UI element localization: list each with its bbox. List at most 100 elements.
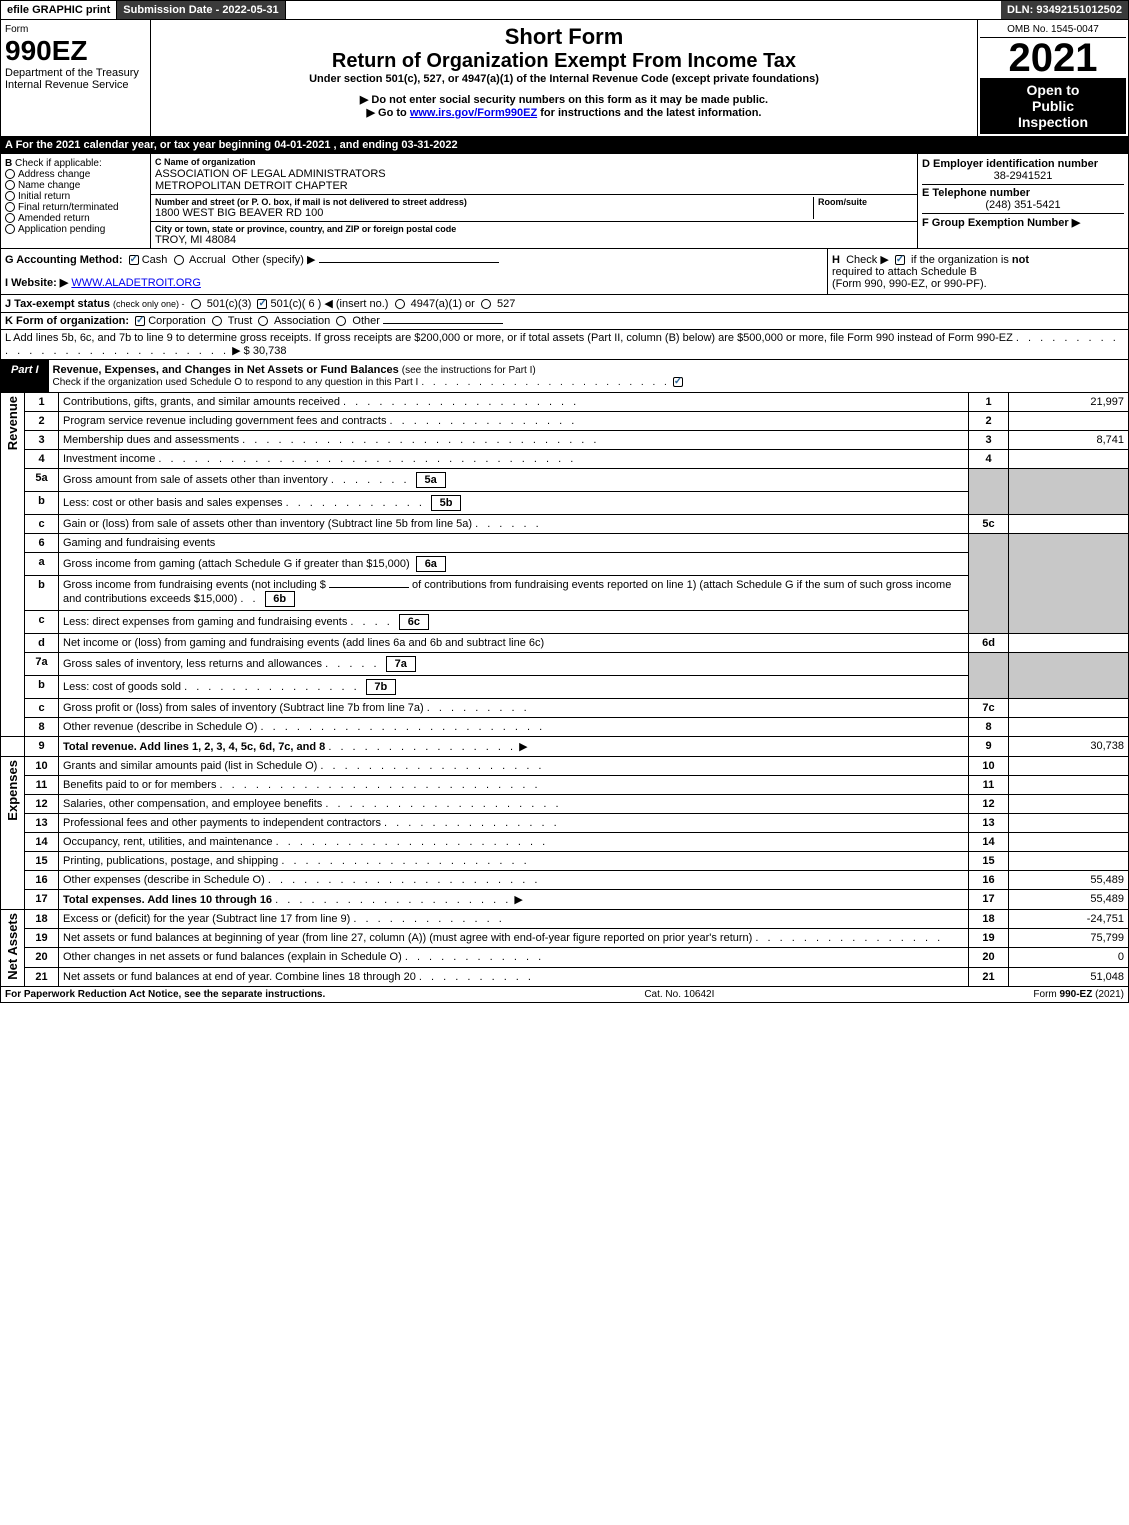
line-9-desc: Total revenue. Add lines 1, 2, 3, 4, 5c,… (59, 737, 969, 757)
open-to-public: Open to Public Inspection (980, 78, 1126, 134)
check-501c[interactable] (257, 299, 267, 309)
label-initial-return: Initial return (18, 191, 70, 202)
check-final-return[interactable] (5, 202, 15, 212)
line-12-val (1009, 795, 1129, 814)
open-line1: Open to (984, 82, 1122, 98)
line-7a-num: 7a (25, 653, 59, 676)
line-5ab-shade-box (969, 469, 1009, 515)
part-i-check-line: Check if the organization used Schedule … (53, 377, 419, 388)
input-6b-contrib[interactable] (329, 587, 409, 588)
check-name-change[interactable] (5, 180, 15, 190)
line-6c-num: c (25, 611, 59, 634)
line-12-desc: Salaries, other compensation, and employ… (59, 795, 969, 814)
line-6d-box: 6d (969, 634, 1009, 653)
irs-link[interactable]: www.irs.gov/Form990EZ (410, 107, 537, 119)
check-accrual[interactable] (174, 255, 184, 265)
return-title: Return of Organization Exempt From Incom… (155, 50, 973, 73)
line-10-val (1009, 757, 1129, 776)
label-accrual: Accrual (189, 254, 226, 266)
line-6d: d Net income or (loss) from gaming and f… (1, 634, 1129, 653)
other-specify-input[interactable] (319, 262, 499, 263)
line-16-box: 16 (969, 871, 1009, 890)
check-schedule-b-not-required[interactable] (895, 255, 905, 265)
line-5c: c Gain or (loss) from sale of assets oth… (1, 515, 1129, 534)
row-k-form-of-org: K Form of organization: Corporation Trus… (0, 313, 1129, 330)
check-cash[interactable] (129, 255, 139, 265)
line-20-box: 20 (969, 948, 1009, 967)
line-18-val: -24,751 (1009, 910, 1129, 929)
line-12: 12 Salaries, other compensation, and emp… (1, 795, 1129, 814)
line-4: 4 Investment income . . . . . . . . . . … (1, 450, 1129, 469)
line-7ab-shade-box (969, 653, 1009, 699)
line-17-val: 55,489 (1009, 890, 1129, 910)
line-14-num: 14 (25, 833, 59, 852)
submission-date-button[interactable]: Submission Date - 2022-05-31 (117, 1, 285, 19)
line-9-arrow-icon: ▶ (519, 741, 527, 753)
check-association[interactable] (258, 316, 268, 326)
check-527[interactable] (481, 299, 491, 309)
box-6a: 6a (416, 556, 446, 572)
i-label: I Website: ▶ (5, 277, 68, 289)
efile-print-button[interactable]: efile GRAPHIC print (1, 1, 117, 19)
check-application-pending[interactable] (5, 224, 15, 234)
check-4947a1[interactable] (395, 299, 405, 309)
line-4-desc: Investment income . . . . . . . . . . . … (59, 450, 969, 469)
part-i-header: Part I Revenue, Expenses, and Changes in… (0, 360, 1129, 393)
d-ein-value: 38-2941521 (922, 170, 1124, 182)
line-7c-val (1009, 699, 1129, 718)
box-5b: 5b (431, 495, 461, 511)
line-20: 20 Other changes in net assets or fund b… (1, 948, 1129, 967)
j-label: J Tax-exempt status (5, 298, 110, 310)
line-13-num: 13 (25, 814, 59, 833)
check-schedule-o-part-i[interactable] (673, 377, 683, 387)
line-13-box: 13 (969, 814, 1009, 833)
line-16-desc: Other expenses (describe in Schedule O) … (59, 871, 969, 890)
line-16: 16 Other expenses (describe in Schedule … (1, 871, 1129, 890)
b-label: B (5, 158, 12, 169)
check-other-org[interactable] (336, 316, 346, 326)
line-2-num: 2 (25, 412, 59, 431)
line-1-val: 21,997 (1009, 393, 1129, 412)
line-7ab-shade-val (1009, 653, 1129, 699)
line-19-desc: Net assets or fund balances at beginning… (59, 929, 969, 948)
check-trust[interactable] (212, 316, 222, 326)
check-501c3[interactable] (191, 299, 201, 309)
line-6a-desc: Gross income from gaming (attach Schedul… (59, 553, 969, 576)
goto-post: for instructions and the latest informat… (540, 107, 761, 119)
col-b-check-applicable: B Check if applicable: Address change Na… (1, 154, 151, 248)
line-18-desc: Excess or (deficit) for the year (Subtra… (59, 910, 969, 929)
website-link[interactable]: WWW.ALADETROIT.ORG (71, 277, 201, 289)
other-org-input[interactable] (383, 323, 503, 324)
line-10-desc: Grants and similar amounts paid (list in… (59, 757, 969, 776)
line-15-num: 15 (25, 852, 59, 871)
line-2-desc: Program service revenue including govern… (59, 412, 969, 431)
line-9-val: 30,738 (1009, 737, 1129, 757)
k-label: K Form of organization: (5, 315, 129, 327)
line-15: 15 Printing, publications, postage, and … (1, 852, 1129, 871)
l-arrow: ▶ $ (232, 345, 250, 357)
side-expenses: Expenses (1, 757, 25, 910)
line-5a-desc: Gross amount from sale of assets other t… (59, 469, 969, 492)
org-name-1: ASSOCIATION OF LEGAL ADMINISTRATORS (155, 168, 913, 180)
check-corporation[interactable] (135, 316, 145, 326)
line-8-desc: Other revenue (describe in Schedule O) .… (59, 718, 969, 737)
open-line3: Inspection (984, 114, 1122, 130)
line-13-desc: Professional fees and other payments to … (59, 814, 969, 833)
street-value: 1800 WEST BIG BEAVER RD 100 (155, 207, 813, 219)
form-header: Form 990EZ Department of the Treasury In… (0, 20, 1129, 137)
goto-note: ▶ Go to www.irs.gov/Form990EZ for instru… (155, 106, 973, 119)
j-sub: (check only one) - (113, 299, 185, 309)
side-revenue: Revenue (1, 393, 25, 737)
l-amount: 30,738 (253, 345, 287, 357)
e-phone-label: E Telephone number (922, 187, 1124, 199)
line-9-num: 9 (25, 737, 59, 757)
line-5b-desc: Less: cost or other basis and sales expe… (59, 492, 969, 515)
check-amended-return[interactable] (5, 213, 15, 223)
label-application-pending: Application pending (18, 224, 105, 235)
line-2: 2 Program service revenue including gove… (1, 412, 1129, 431)
check-address-change[interactable] (5, 169, 15, 179)
line-13: 13 Professional fees and other payments … (1, 814, 1129, 833)
check-initial-return[interactable] (5, 191, 15, 201)
label-other-specify: Other (specify) ▶ (232, 254, 316, 266)
line-12-box: 12 (969, 795, 1009, 814)
